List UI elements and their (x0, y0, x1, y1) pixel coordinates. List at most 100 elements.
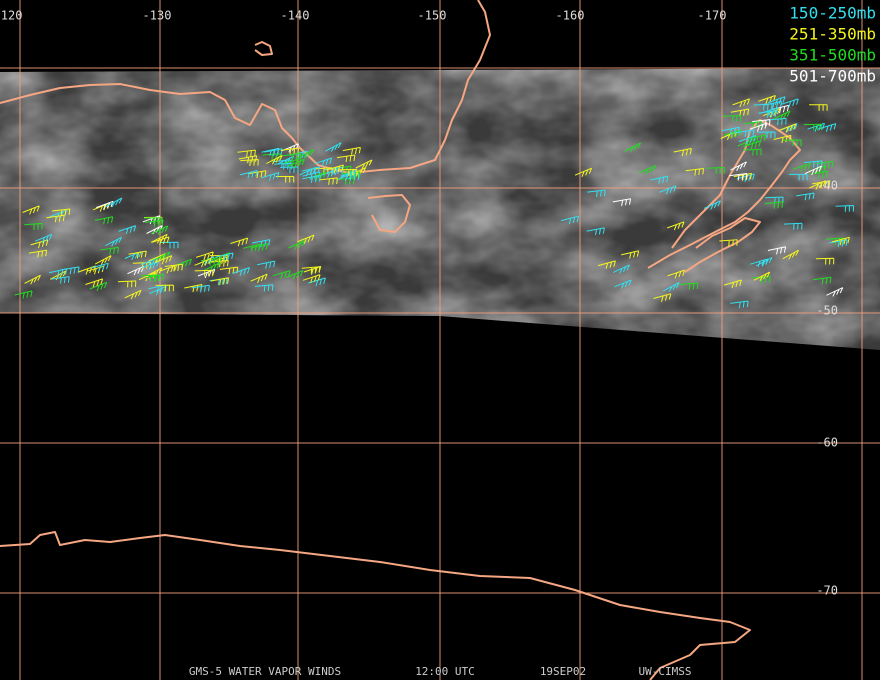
wind-barb (789, 173, 808, 181)
wind-barb (297, 148, 315, 159)
wind-barb (764, 201, 784, 209)
wind-barb (153, 251, 171, 262)
wind-barb (807, 122, 825, 132)
wind-barb (30, 239, 49, 249)
wind-barb (307, 277, 326, 287)
wind-barb (250, 273, 268, 283)
wind-barb (320, 168, 338, 178)
wind-barb (219, 266, 239, 275)
wind-barb (105, 197, 123, 208)
coastline (684, 217, 761, 273)
wind-barb (230, 237, 249, 247)
wind-barb (24, 222, 43, 231)
wind-barb (239, 170, 258, 179)
wind-barb (191, 284, 210, 293)
wind-barb (35, 233, 53, 243)
longitude-label: -120 (0, 9, 22, 23)
latitude-label: -50 (816, 304, 838, 318)
wind-barb (638, 165, 656, 175)
wind-barb (650, 175, 669, 184)
wind-barb (783, 222, 803, 230)
wind-barb (758, 95, 776, 104)
wind-barb (90, 262, 109, 272)
wind-barb (773, 134, 792, 144)
wind-barb (349, 167, 367, 177)
wind-barb (729, 173, 748, 181)
wind-barb (282, 152, 302, 161)
wind-barb (124, 289, 142, 300)
wind-barb (257, 260, 276, 269)
coastline (647, 119, 801, 269)
wind-barb (793, 162, 811, 172)
wind-barb (118, 225, 137, 235)
wind-barb (738, 135, 757, 145)
wind-barb (297, 234, 315, 244)
wind-barb (272, 159, 291, 167)
wind-barb (752, 275, 771, 284)
legend-entry: 351-500mb (789, 46, 876, 65)
wind-barb (612, 264, 630, 274)
wind-barb (771, 104, 790, 114)
wind-barb (808, 180, 827, 190)
wind-barb (667, 269, 686, 279)
wind-barb (624, 142, 641, 153)
wind-barb (782, 139, 802, 146)
wind-barb (117, 280, 137, 288)
wind-barb (679, 282, 699, 290)
wind-barb (124, 250, 142, 261)
wind-barb (614, 279, 632, 289)
wind-barb (302, 175, 321, 183)
wind-barb (338, 171, 356, 182)
wind-barb (621, 250, 640, 259)
latitude-label: -40 (816, 179, 838, 193)
wind-barb (238, 155, 258, 164)
wind-barb (341, 171, 361, 179)
wind-barb (51, 276, 70, 284)
coastlines (0, 0, 801, 680)
wind-barb (288, 240, 306, 250)
wind-barb (154, 255, 173, 265)
wind-barb (164, 263, 183, 272)
wind-barb (314, 167, 333, 175)
wind-barb (142, 260, 160, 270)
wind-barb (804, 160, 823, 168)
wind-barb (141, 257, 159, 267)
wind-barb (342, 146, 361, 155)
wind-barb (49, 268, 68, 277)
wind-barb (128, 250, 147, 259)
wind-barb (303, 265, 322, 275)
wind-barb (703, 200, 721, 210)
wind-barb (730, 108, 750, 117)
wind-barb (280, 147, 300, 155)
wind-barb (560, 215, 580, 225)
wind-barb (325, 142, 342, 153)
wind-barb (778, 123, 797, 133)
wind-barb (46, 214, 65, 223)
wind-barb (302, 274, 321, 283)
wind-barb (773, 110, 791, 121)
wind-barb (706, 167, 725, 174)
wind-barb (283, 158, 302, 167)
wind-barb (355, 159, 373, 170)
wind-barb (286, 270, 304, 280)
wind-barb (813, 276, 832, 285)
wind-barb (730, 300, 749, 309)
wind-barb (266, 154, 283, 165)
wind-barb (719, 239, 738, 247)
longitude-label: -150 (418, 9, 447, 23)
wind-barb (673, 148, 692, 157)
wind-barb (737, 138, 755, 148)
wind-barb (743, 140, 761, 150)
footer-text: 12:00 UTC (415, 665, 475, 678)
wind-barb (240, 159, 259, 167)
wind-barb (723, 279, 742, 289)
wind-barb (818, 123, 837, 132)
wind-barb (261, 172, 280, 181)
longitude-label: -170 (698, 9, 727, 23)
wind-barb (151, 236, 170, 246)
wind-barb (140, 274, 160, 282)
wind-barb (14, 290, 33, 299)
wind-barb (100, 246, 119, 255)
wind-barb (85, 278, 104, 288)
wind-barb (831, 236, 850, 246)
